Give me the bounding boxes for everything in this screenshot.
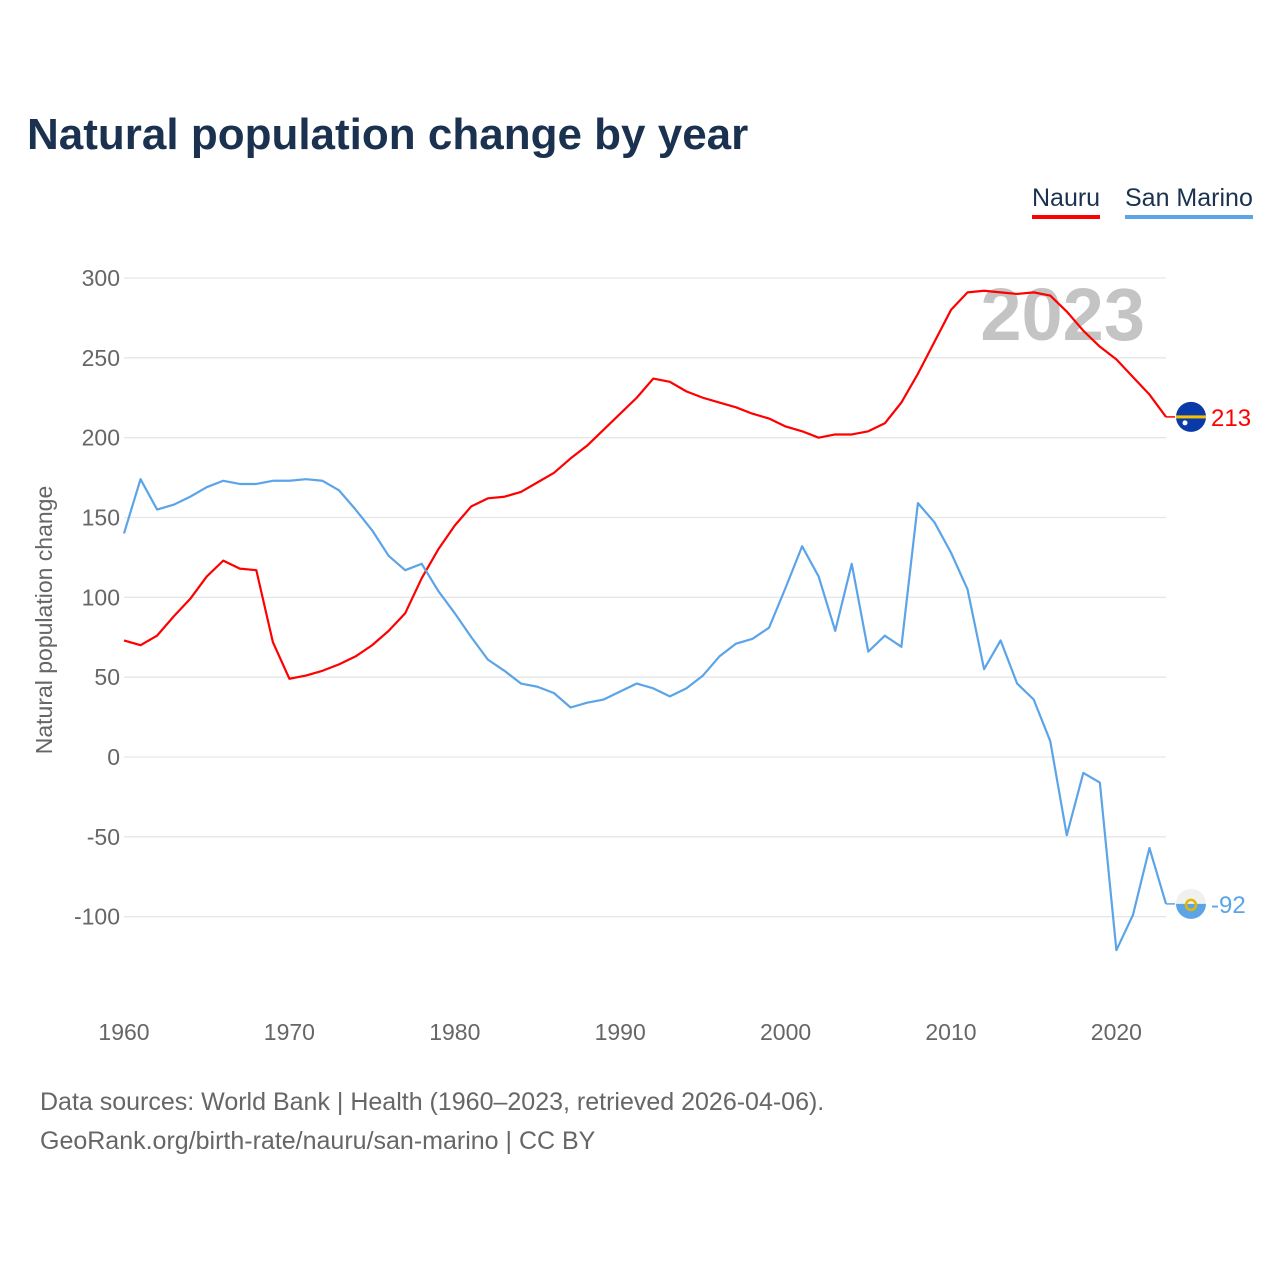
y-tick-label: 100 [82,584,120,610]
x-tick-label: 1960 [98,1019,149,1045]
source-line: Data sources: World Bank | Health (1960–… [40,1088,825,1116]
legend-item-nauru[interactable]: Nauru [1032,184,1101,219]
end-value-label: 213 [1211,405,1251,432]
y-tick-label: 50 [94,664,120,690]
san-marino-flag-icon [1176,888,1206,919]
series-line-nauru[interactable] [123,289,1167,680]
y-axis-label: Natural population change [31,486,57,755]
y-tick-label: 200 [82,425,120,451]
source-url[interactable]: GeoRank.org/birth-rate/nauru/san-marino … [40,1127,596,1155]
y-tick-label: -100 [74,904,120,930]
x-tick-label: 1970 [264,1019,315,1045]
y-tick-label: 300 [82,265,120,291]
x-tick-label: 2010 [925,1019,976,1045]
y-tick-label: 250 [82,345,120,371]
x-tick-label: 1980 [429,1019,480,1045]
year-watermark: 2023 [980,273,1145,356]
y-tick-label: 0 [107,744,120,770]
chart-title: Natural population change by year [27,110,749,159]
x-tick-label: 2000 [760,1019,811,1045]
y-tick-label: 150 [82,505,120,531]
x-tick-label: 2020 [1091,1019,1142,1045]
x-tick-label: 1990 [595,1019,646,1045]
end-value-label: -92 [1211,892,1246,919]
series-line-san-marino[interactable] [122,478,1168,952]
y-tick-label: -50 [87,824,120,850]
nauru-flag-icon [1176,401,1206,432]
legend-item-san-marino[interactable]: San Marino [1125,184,1253,219]
